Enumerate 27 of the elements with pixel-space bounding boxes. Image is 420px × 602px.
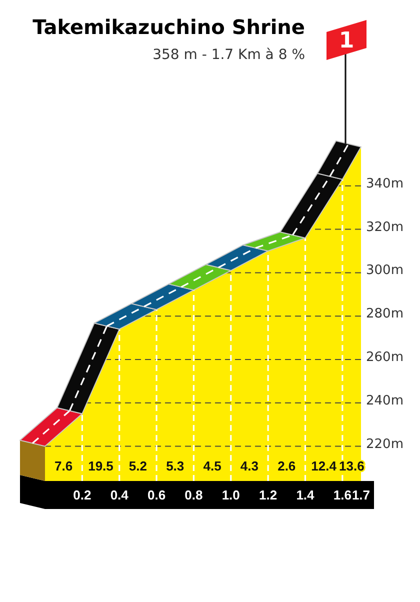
annotation: 5.2 [128, 458, 147, 474]
y-tick-label: 340m [366, 176, 404, 192]
x-tick-label: 1.2 [259, 488, 278, 502]
y-tick-label: 260m [366, 350, 404, 365]
x-tick-label: 0.2 [73, 488, 92, 502]
annotation: 5.3 [166, 458, 184, 474]
x-tick-label: 0.8 [184, 488, 203, 502]
annotation: 4.5 [203, 458, 222, 474]
y-tick-label: 300m [366, 263, 404, 278]
chart-title: Takemikazuchino Shrine [32, 15, 305, 39]
y-tick-label: 220m [366, 436, 404, 452]
x-tick-label: 1.6 [333, 488, 352, 502]
annotation: 12.4 [311, 458, 338, 474]
y-tick-label: 320m [366, 220, 404, 235]
x-tick-label: 0.6 [147, 488, 166, 502]
y-tick-label: 240m [366, 393, 404, 408]
x-tick-label: 1.0 [222, 488, 240, 502]
x-tick-label: 1.4 [296, 488, 316, 502]
x-tick-label: 0.4 [110, 488, 130, 502]
chart-subtitle: 358 m - 1.7 Km à 8 % [152, 47, 305, 63]
annotation: 2.6 [278, 458, 296, 474]
text: 1 [338, 28, 354, 54]
y-tick-label: 280m [366, 306, 404, 322]
x-tick-label: 1.7 [352, 488, 370, 502]
annotation: 4.3 [240, 458, 259, 474]
annotation: 19.5 [88, 458, 114, 474]
annotation: 7.6 [54, 458, 73, 474]
